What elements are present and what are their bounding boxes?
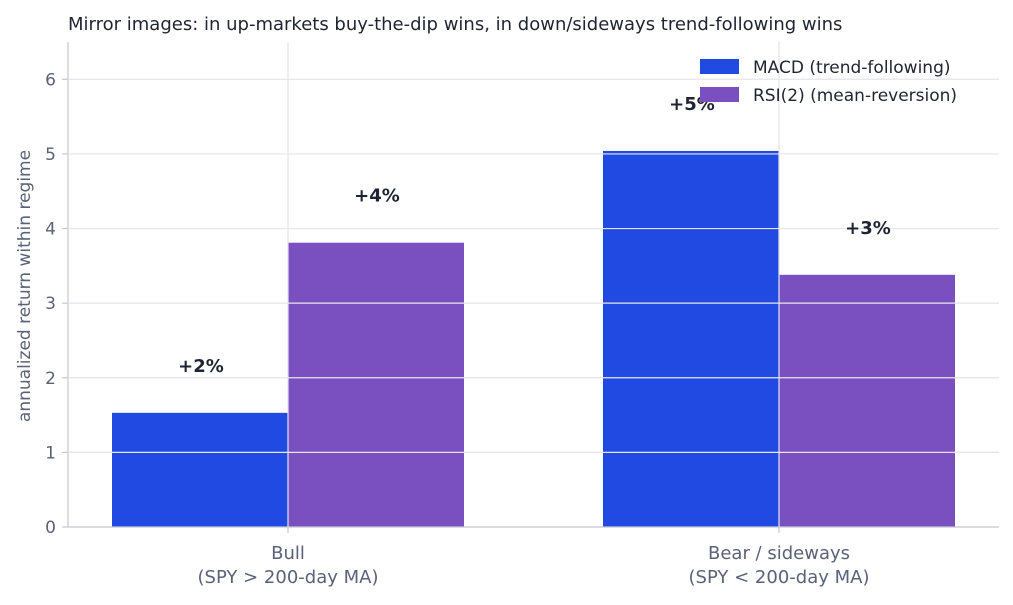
y-tick-label: 4 [45,220,56,240]
legend-swatch [700,87,739,102]
data-label: +2% [178,356,224,377]
bar [779,274,955,527]
legend-label: MACD (trend-following) [753,58,951,78]
y-tick-label: 3 [45,294,56,314]
x-tick-label: (SPY > 200-day MA) [198,567,379,588]
axis-layer: 0 1 2 3 4 5 6 Bull (SPY > 200-day MA) Bear / side… [45,42,999,588]
y-tick-label: 2 [45,369,56,389]
y-tick-label: 1 [45,443,56,463]
x-tick-label: Bull [271,543,305,564]
legend: MACD (trend-following) RSI(2) (mean-rever… [700,58,957,106]
x-tick-label: Bear / sideways [708,543,850,564]
x-tick-label: (SPY < 200-day MA) [689,567,870,588]
bar-layer [112,150,955,527]
y-tick-label: 6 [45,70,56,90]
legend-swatch [700,59,739,74]
bar [112,412,288,527]
label-layer: +2%+5%+4%+3% [68,42,999,527]
legend-label: RSI(2) (mean-reversion) [753,86,957,106]
bar [603,150,779,527]
chart-title: Mirror images: in up-markets buy-the-dip… [68,14,842,35]
bar [288,242,464,527]
y-tick-label: 0 [45,518,56,538]
y-tick-label: 5 [45,145,56,165]
data-label: +4% [354,186,400,207]
y-axis-label: annualized return within regime [15,150,35,422]
data-label: +3% [845,218,891,239]
